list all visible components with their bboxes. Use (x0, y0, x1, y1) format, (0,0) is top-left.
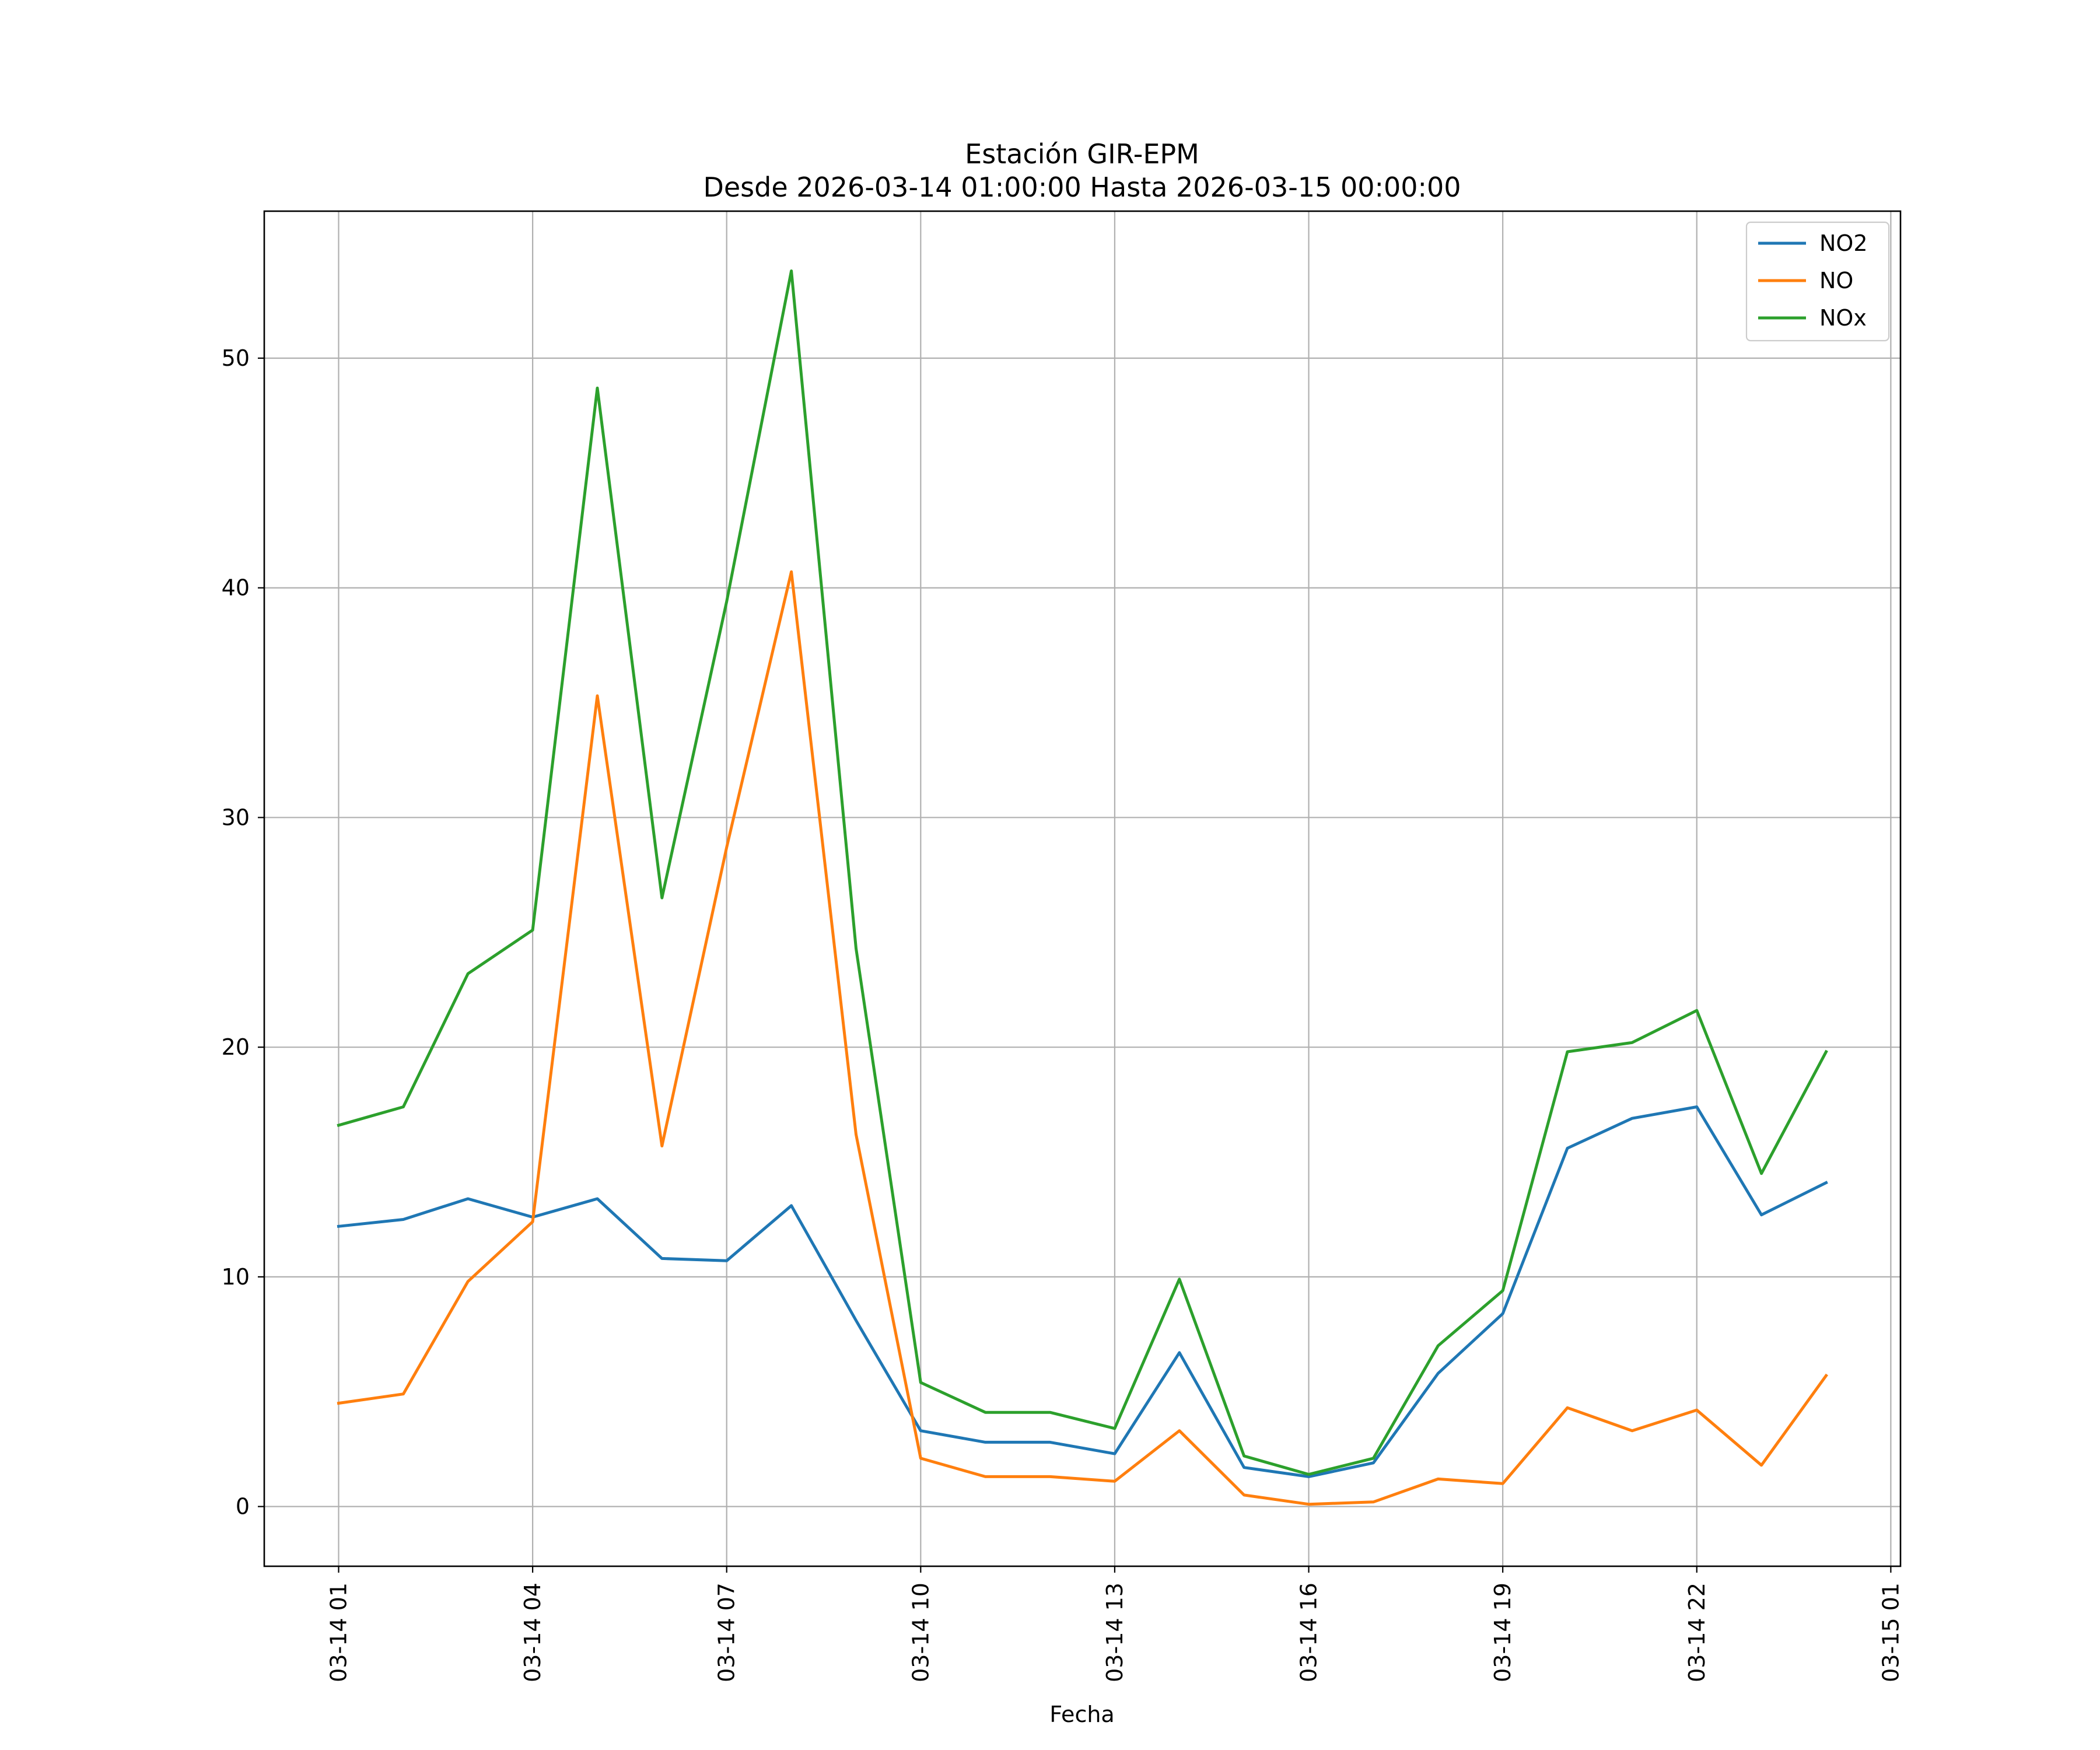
legend-label-no: NO (1819, 268, 1853, 293)
x-tick-label: 03-14 10 (908, 1583, 933, 1682)
x-axis-label: Fecha (1049, 1702, 1114, 1727)
x-tick-label: 03-14 13 (1102, 1583, 1128, 1682)
y-tick-label: 40 (222, 575, 250, 601)
legend: NO2 NO NOx (1745, 221, 1890, 342)
grid (264, 211, 1901, 1566)
axis-ticks: 0 10 20 30 40 50 03-14 01 03-14 04 03-14 07 03-14… (222, 345, 1904, 1682)
x-tick-label: 03-14 07 (714, 1583, 740, 1682)
y-tick-label: 0 (236, 1494, 250, 1520)
legend-label-no2: NO2 (1819, 230, 1868, 256)
y-tick-label: 50 (222, 345, 250, 371)
chart-subtitle: Desde 2026-03-14 01:00:00 Hasta 2026-03-… (703, 172, 1461, 203)
y-tick-label: 30 (222, 804, 250, 830)
x-tick-label: 03-14 16 (1296, 1583, 1322, 1682)
legend-box (1745, 221, 1890, 342)
series-line-nox (337, 269, 1828, 1476)
series-line-no (337, 570, 1828, 1506)
chart-title: Estación GIR-EPM (965, 138, 1199, 170)
x-tick-label: 03-15 01 (1878, 1583, 1903, 1682)
x-tick-label: 03-14 04 (520, 1583, 545, 1682)
x-tick-label: 03-14 01 (326, 1583, 352, 1682)
y-tick-label: 10 (222, 1264, 250, 1290)
x-tick-label: 03-14 19 (1490, 1583, 1516, 1682)
series-lines (337, 269, 1828, 1506)
x-tick-label: 03-14 22 (1684, 1583, 1710, 1682)
legend-label-nox: NOx (1819, 305, 1867, 331)
plot-frame (263, 210, 1902, 1567)
series-line-no2 (337, 1105, 1828, 1478)
y-tick-label: 20 (222, 1034, 250, 1060)
